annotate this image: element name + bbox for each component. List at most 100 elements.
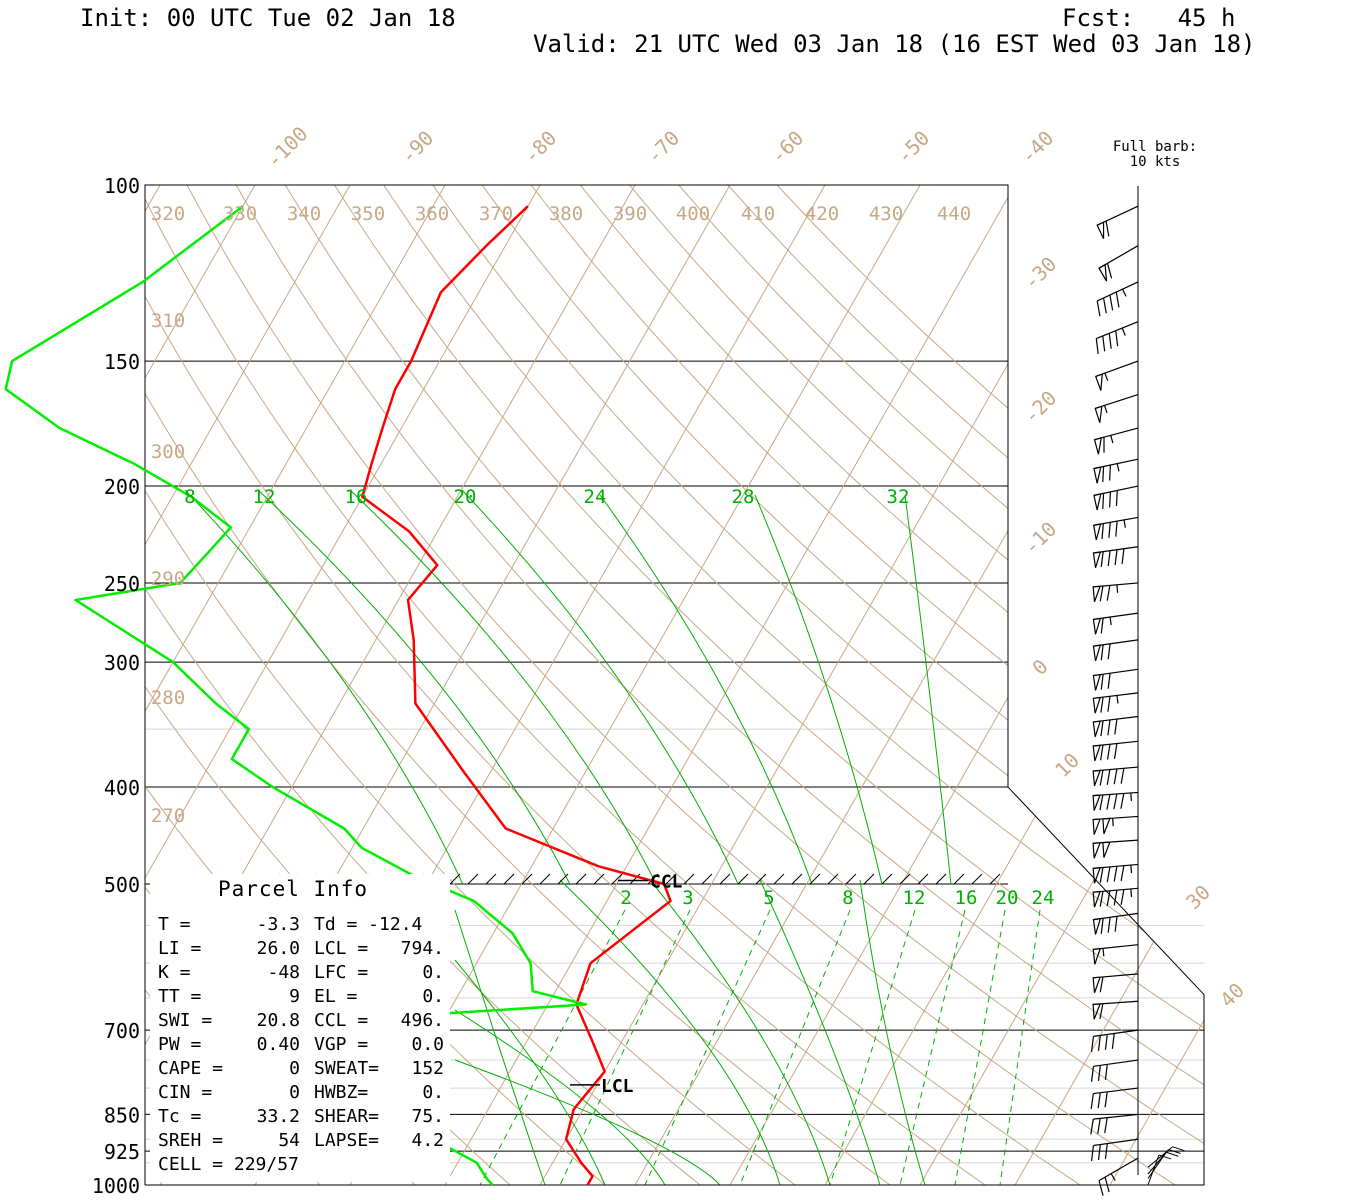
- wind-barb-pennant: [1093, 466, 1102, 484]
- parcel-field-label: VGP =: [314, 1034, 368, 1055]
- wind-barb-feather: [1099, 585, 1104, 602]
- wind-barb-feather: [1105, 220, 1110, 237]
- isentrope-label: 310: [151, 310, 185, 332]
- wind-barb-pennant: [1092, 1003, 1101, 1020]
- barb-note-line1: Full barb:: [1113, 139, 1197, 155]
- melting-hatch: [521, 873, 533, 885]
- isotherm-label: -20: [1019, 386, 1062, 429]
- wind-barb-pennant: [1094, 405, 1103, 423]
- wind-barb-half-feather: [1123, 519, 1126, 528]
- wind-barb-feather: [1099, 891, 1104, 907]
- wind-barb-feather: [1106, 769, 1111, 785]
- parcel-field-value: 0.: [422, 986, 444, 1007]
- wind-barb-feather: [1166, 1151, 1179, 1157]
- parcel-field-value: 75.: [411, 1106, 444, 1127]
- isentrope-label: 380: [549, 203, 583, 225]
- moist-adiabat: [859, 879, 926, 1186]
- wind-barb-half-feather: [1110, 435, 1114, 444]
- wind-barb-feather: [1115, 291, 1120, 308]
- parcel-field-value: 20.8: [257, 1010, 300, 1031]
- dry-adiabat: [284, 185, 1204, 1185]
- mixing-ratio-label-lower: 12: [903, 887, 926, 909]
- wind-barb-feather: [1107, 550, 1111, 567]
- parcel-field-value: 0.: [422, 1082, 444, 1103]
- valid-time: Valid: 21 UTC Wed 03 Jan 18 (16 EST Wed …: [533, 30, 1256, 58]
- isotherm-line: [824, 185, 1204, 1185]
- dry-adiabat: [145, 185, 824, 1185]
- isentrope-label: 440: [937, 203, 971, 225]
- parcel-field-value: 0.: [422, 962, 444, 983]
- wind-barb-feather: [1100, 617, 1104, 634]
- wind-barb-feather: [1158, 1154, 1172, 1160]
- wind-barb-pennant: [1092, 644, 1102, 662]
- wind-barb-shaft: [1093, 1059, 1139, 1067]
- isotherm-line: [145, 185, 446, 1185]
- wind-barb-feather: [1113, 743, 1118, 759]
- wind-barb-half-feather: [1110, 1173, 1116, 1181]
- wind-barb-feather: [1104, 1064, 1108, 1080]
- isotherm-label: 40: [1215, 978, 1249, 1012]
- wind-barb-feather: [1107, 917, 1111, 933]
- parcel-field-label: SWEAT=: [314, 1058, 379, 1079]
- wind-barb-pennant: [1094, 373, 1103, 391]
- wind-barb-feather: [1100, 551, 1104, 568]
- wind-barb-feather: [1115, 330, 1119, 347]
- moist-adiabat: [649, 879, 831, 1186]
- mixing-ratio-label-lower: 8: [842, 887, 853, 909]
- mixing-ratio-line: [184, 489, 464, 884]
- wind-barb-feather: [1097, 1118, 1101, 1134]
- wind-barb-pennant: [1102, 817, 1111, 835]
- melting-hatch: [485, 873, 497, 885]
- wind-barb-feather: [1109, 491, 1112, 508]
- wind-barb-half-feather: [1116, 463, 1120, 472]
- parcel-field-label: LAPSE=: [314, 1130, 379, 1151]
- wind-barb-pennant: [1092, 744, 1102, 762]
- wind-barb-feather: [1100, 918, 1104, 934]
- melting-hatch: [845, 873, 857, 885]
- mixing-ratio-dashed: [954, 909, 1006, 1186]
- wind-barb-pennant: [1092, 867, 1102, 884]
- wind-barb-feather: [1109, 464, 1112, 481]
- isentrope-label: 360: [415, 203, 449, 225]
- parcel-field-label: Tc =: [158, 1106, 202, 1127]
- wind-barb-feather: [1096, 300, 1101, 317]
- mixing-ratio-label: 20: [454, 486, 477, 508]
- isentrope-label: 410: [741, 203, 775, 225]
- mixing-ratio-label-lower: 2: [620, 887, 631, 909]
- parcel-field-value: -48: [267, 962, 300, 983]
- isotherm-label: -60: [766, 126, 809, 169]
- isotherm-label: 10: [1050, 748, 1084, 782]
- melting-hatch: [791, 873, 803, 885]
- wind-barb-pennant: [1092, 947, 1102, 965]
- melting-hatch: [989, 873, 1001, 885]
- mixing-ratio-label-lower: 3: [682, 887, 693, 909]
- parcel-field-label: CELL = 229/57: [158, 1154, 299, 1175]
- wind-barb-feather: [1113, 793, 1118, 810]
- melting-hatch: [827, 873, 839, 885]
- isotherm-label: 0: [1027, 654, 1052, 679]
- melting-hatch: [755, 873, 767, 885]
- wind-barb-feather: [1104, 1034, 1108, 1050]
- wind-barb-pennant: [1092, 976, 1102, 993]
- parcel-info-panel: [150, 874, 450, 1182]
- parcel-field-value: 0: [289, 1058, 300, 1079]
- wind-barb-feather: [1107, 696, 1111, 712]
- temperature-profile: [361, 205, 672, 1186]
- wind-barb-half-feather: [1130, 792, 1132, 801]
- wind-barb-feather: [1104, 1176, 1110, 1193]
- isentrope-label: 400: [676, 203, 710, 225]
- isentrope-label: 290: [151, 568, 185, 590]
- mixing-ratio-dashed: [739, 909, 851, 1186]
- melting-hatch: [503, 873, 515, 885]
- isotherm-label: -90: [396, 126, 439, 169]
- wind-barb-feather: [1100, 644, 1104, 661]
- melting-hatch: [737, 873, 749, 885]
- wind-barb-feather: [1120, 793, 1125, 809]
- mixing-ratio-line: [754, 494, 883, 884]
- melting-hatch: [773, 873, 785, 885]
- parcel-field-value: -3.3: [257, 914, 300, 935]
- mixing-ratio-dashed: [999, 909, 1041, 1186]
- wind-barb-feather: [1120, 865, 1125, 882]
- chart-frame: [144, 184, 1009, 1185]
- dry-adiabat: [629, 185, 1204, 1185]
